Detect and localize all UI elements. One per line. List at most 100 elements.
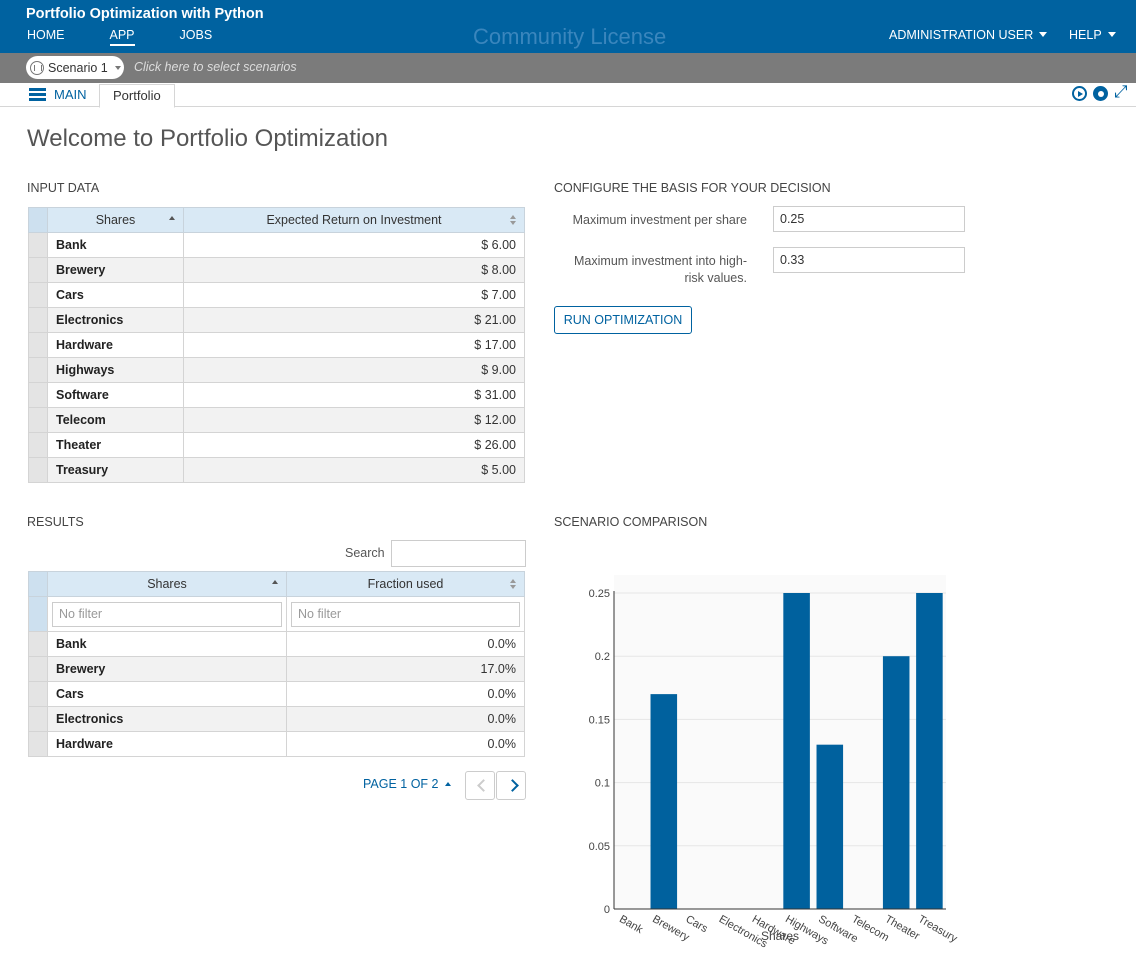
max-high-risk-label-line2: risk values. bbox=[684, 271, 747, 285]
nav-jobs[interactable]: JOBS bbox=[179, 28, 213, 42]
table-row[interactable]: Bank 0.0% bbox=[28, 631, 525, 657]
scenario-hint[interactable]: Click here to select scenarios bbox=[134, 60, 297, 74]
y-tick-label: 0.25 bbox=[589, 588, 610, 600]
input-data-table: Shares Expected Return on Investment Ban… bbox=[28, 207, 525, 483]
expected-return-cell: $ 7.00 bbox=[183, 282, 525, 308]
expected-return-cell: $ 26.00 bbox=[183, 432, 525, 458]
expected-return-cell: $ 17.00 bbox=[183, 332, 525, 358]
chart-bar bbox=[916, 593, 943, 909]
scenario-bar: Scenario 1 Click here to select scenario… bbox=[0, 53, 1136, 83]
row-header bbox=[28, 457, 48, 483]
caret-up-icon bbox=[444, 782, 451, 786]
share-name-cell: Hardware bbox=[47, 332, 184, 358]
prev-page-button[interactable] bbox=[465, 771, 495, 800]
table-row[interactable]: Hardware $ 17.00 bbox=[28, 332, 525, 358]
expected-return-cell: $ 6.00 bbox=[183, 232, 525, 258]
sort-ascending-icon bbox=[272, 580, 278, 584]
next-page-button[interactable] bbox=[496, 771, 526, 800]
table-row[interactable]: Brewery 17.0% bbox=[28, 656, 525, 682]
share-name-cell: Bank bbox=[47, 631, 287, 657]
results-table: Shares Fraction used Bank0.0%Brewery17.0… bbox=[28, 571, 525, 757]
table-row[interactable]: Electronics 0.0% bbox=[28, 706, 525, 732]
share-name-cell: Highways bbox=[47, 357, 184, 383]
scenario-selector[interactable]: Scenario 1 bbox=[26, 56, 124, 79]
scenario-icon bbox=[30, 60, 44, 75]
table-row[interactable]: Cars $ 7.00 bbox=[28, 282, 525, 308]
nav-home[interactable]: HOME bbox=[27, 28, 65, 42]
max-high-risk-input[interactable] bbox=[773, 247, 965, 273]
pager-dropdown[interactable]: PAGE 1 OF 2 bbox=[363, 777, 451, 791]
column-header-fraction-used[interactable]: Fraction used bbox=[286, 571, 525, 597]
run-optimization-button[interactable]: RUN OPTIMIZATION bbox=[554, 306, 692, 334]
sort-icon bbox=[510, 215, 516, 225]
share-name-cell: Hardware bbox=[47, 731, 287, 757]
caret-down-icon bbox=[114, 65, 121, 70]
table-row[interactable]: Theater $ 26.00 bbox=[28, 432, 525, 458]
search-label: Search bbox=[345, 546, 385, 560]
tab-portfolio[interactable]: Portfolio bbox=[99, 84, 175, 108]
row-header bbox=[28, 357, 48, 383]
results-title: RESULTS bbox=[27, 515, 84, 529]
filter-cell-shares bbox=[47, 596, 287, 632]
filter-input-fraction[interactable] bbox=[291, 601, 520, 627]
top-bar: Portfolio Optimization with Python HOME … bbox=[0, 0, 1136, 53]
filter-input-shares[interactable] bbox=[52, 601, 282, 627]
max-high-risk-label: Maximum investment into high- risk value… bbox=[554, 253, 747, 287]
license-label: Community License bbox=[473, 24, 667, 49]
row-header bbox=[28, 656, 48, 682]
max-per-share-label: Maximum investment per share bbox=[572, 213, 747, 227]
table-row[interactable]: Hardware 0.0% bbox=[28, 731, 525, 757]
table-row[interactable]: Electronics $ 21.00 bbox=[28, 307, 525, 333]
scenario-name: Scenario 1 bbox=[48, 60, 108, 75]
play-icon[interactable] bbox=[1072, 86, 1087, 101]
search-input[interactable] bbox=[391, 540, 526, 567]
y-tick-label: 0 bbox=[604, 904, 610, 916]
nav-app[interactable]: APP bbox=[109, 28, 135, 46]
caret-down-icon bbox=[1107, 32, 1116, 37]
menu-icon bbox=[29, 88, 46, 101]
table-row[interactable]: Cars 0.0% bbox=[28, 681, 525, 707]
row-header bbox=[28, 731, 48, 757]
config-title: CONFIGURE THE BASIS FOR YOUR DECISION bbox=[554, 181, 831, 195]
table-row[interactable]: Highways $ 9.00 bbox=[28, 357, 525, 383]
tab-row: MAIN Portfolio bbox=[0, 82, 1136, 108]
help-menu[interactable]: HELP bbox=[1069, 28, 1116, 42]
sort-ascending-icon bbox=[169, 216, 175, 220]
x-axis-label: Shares bbox=[761, 929, 799, 943]
row-header bbox=[28, 432, 48, 458]
column-header-shares[interactable]: Shares bbox=[47, 207, 184, 233]
share-name-cell: Electronics bbox=[47, 706, 287, 732]
share-name-cell: Electronics bbox=[47, 307, 184, 333]
fraction-used-cell: 0.0% bbox=[286, 706, 525, 732]
top-nav: HOME APP JOBS bbox=[27, 28, 257, 46]
x-tick-label: Bank bbox=[617, 913, 645, 936]
column-header-expected-return[interactable]: Expected Return on Investment bbox=[183, 207, 525, 233]
table-row[interactable]: Software $ 31.00 bbox=[28, 382, 525, 408]
help-menu-label: HELP bbox=[1069, 28, 1102, 42]
column-header-shares[interactable]: Shares bbox=[47, 571, 287, 597]
share-name-cell: Theater bbox=[47, 432, 184, 458]
row-header bbox=[28, 407, 48, 433]
caret-down-icon bbox=[1039, 32, 1048, 37]
share-name-cell: Bank bbox=[47, 232, 184, 258]
user-menu[interactable]: ADMINISTRATION USER bbox=[889, 28, 1048, 42]
table-row[interactable]: Brewery $ 8.00 bbox=[28, 257, 525, 283]
y-tick-label: 0.2 bbox=[595, 651, 610, 663]
table-row[interactable]: Treasury $ 5.00 bbox=[28, 457, 525, 483]
fraction-used-cell: 0.0% bbox=[286, 681, 525, 707]
max-per-share-input[interactable] bbox=[773, 206, 965, 232]
row-header bbox=[28, 681, 48, 707]
y-tick-label: 0.15 bbox=[589, 714, 610, 726]
user-menu-label: ADMINISTRATION USER bbox=[889, 28, 1034, 42]
row-header bbox=[28, 307, 48, 333]
gear-icon[interactable] bbox=[1093, 86, 1108, 101]
table-row[interactable]: Telecom $ 12.00 bbox=[28, 407, 525, 433]
main-menu-button[interactable]: MAIN bbox=[29, 87, 87, 102]
row-header bbox=[28, 706, 48, 732]
expand-icon[interactable] bbox=[1114, 82, 1129, 102]
pager-label: PAGE 1 OF 2 bbox=[363, 777, 439, 791]
expected-return-cell: $ 31.00 bbox=[183, 382, 525, 408]
max-high-risk-label-line1: Maximum investment into high- bbox=[574, 254, 747, 268]
table-row[interactable]: Bank $ 6.00 bbox=[28, 232, 525, 258]
